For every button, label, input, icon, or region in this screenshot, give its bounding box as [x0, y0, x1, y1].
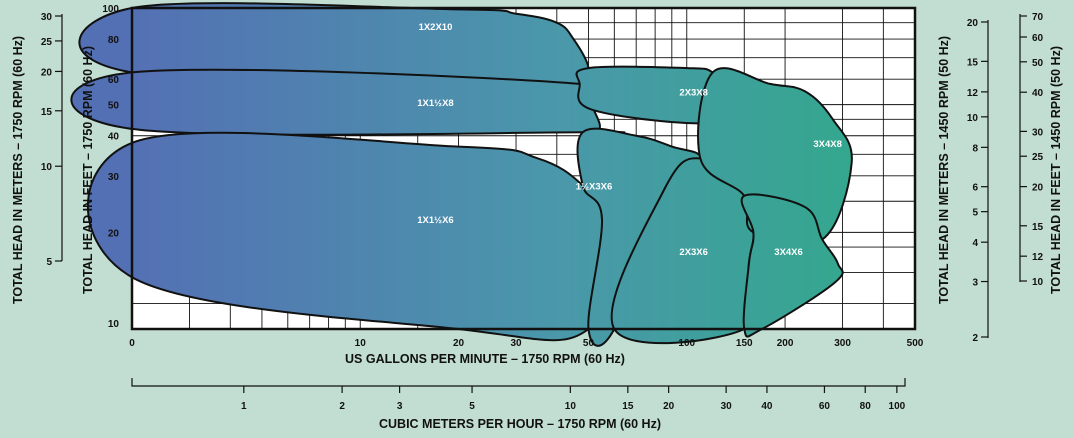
aux-tick-label: 50	[1032, 58, 1044, 69]
aux-tick-label: 5	[972, 208, 978, 219]
x-tick-label: 200	[777, 338, 794, 349]
y-axis-ticks: 10 20 30 40 50 60 80 100	[102, 4, 119, 330]
x-tick-label: 300	[834, 338, 851, 349]
aux-tick-label: 10	[1032, 277, 1044, 288]
region-3x4x8	[697, 67, 853, 246]
region-label: 1X1½X6	[417, 215, 453, 226]
x2-tick-label: 10	[565, 401, 577, 412]
region-3x4x6	[740, 193, 844, 338]
plot-frame	[130, 6, 917, 331]
aux-tick-label: 30	[1032, 127, 1044, 138]
x-tick-label: 10	[355, 338, 367, 349]
y-tick-label: 30	[108, 172, 120, 183]
x-tick-label: 500	[907, 338, 924, 349]
aux-tick-label: 15	[41, 107, 53, 118]
y-axis-title: TOTAL HEAD IN FEET – 1750 RPM (60 Hz)	[81, 46, 95, 294]
right-inner-axis-title: TOTAL HEAD IN METERS – 1450 RPM (50 Hz)	[937, 36, 951, 304]
aux-tick-label: 15	[967, 57, 979, 68]
right-outer-axis-ticks: 10 12 15 20 25 30 40 50 60 70	[1020, 12, 1044, 288]
aux-tick-label: 20	[967, 18, 979, 29]
y-tick-label: 60	[108, 75, 120, 86]
aux-tick-label: 70	[1032, 12, 1044, 23]
x2-axis-title: CUBIC METERS PER HOUR – 1750 RPM (60 Hz)	[379, 417, 661, 431]
x2-tick-label: 1	[241, 401, 247, 412]
x2-tick-label: 20	[663, 401, 675, 412]
y-tick-label: 10	[108, 319, 120, 330]
x2-tick-label: 2	[339, 401, 345, 412]
aux-tick-label: 40	[1032, 88, 1044, 99]
aux-tick-label: 25	[41, 37, 53, 48]
aux-tick-label: 10	[41, 162, 53, 173]
left-outer-axis-title: TOTAL HEAD IN METERS – 1750 RPM (60 Hz)	[11, 36, 25, 304]
x2-tick-label: 100	[889, 401, 906, 412]
aux-tick-label: 8	[972, 143, 978, 154]
x-tick-label: 0	[129, 338, 135, 349]
aux-tick-label: 20	[41, 67, 53, 78]
x2-axis-line	[131, 378, 906, 387]
aux-tick-label: 25	[1032, 152, 1044, 163]
y-tick-label: 100	[102, 4, 119, 15]
region-label: 1X1½X8	[417, 98, 453, 109]
aux-tick-label: 4	[972, 238, 978, 249]
x-axis-ticks: 0 10 20 30 50 100 150 200 300 500	[129, 338, 924, 349]
region-label: 3X4X8	[813, 139, 842, 150]
aux-tick-label: 12	[1032, 252, 1044, 263]
x-tick-label: 150	[736, 338, 753, 349]
x2-tick-label: 30	[721, 401, 733, 412]
y-tick-label: 80	[108, 35, 120, 46]
region-labels: 1X2X10 1X1½X8 1X1½X6 2X3X8 1½X3X6 2X3X6 3X4X8 3…	[417, 22, 842, 258]
y-tick-label: 20	[108, 228, 120, 239]
right-outer-axis-title: TOTAL HEAD IN FEET – 1450 RPM (50 Hz)	[1049, 46, 1063, 294]
region-label: 1½X3X6	[576, 181, 612, 192]
aux-tick-label: 20	[1032, 183, 1044, 194]
x-tick-label: 30	[510, 338, 522, 349]
aux-tick-label: 6	[972, 183, 978, 194]
x-tick-label: 20	[453, 338, 465, 349]
x-tick-label: 50	[583, 338, 595, 349]
aux-tick-label: 15	[1032, 222, 1044, 233]
pump-regions	[70, 2, 853, 347]
x-tick-label: 100	[678, 338, 695, 349]
region-label: 1X2X10	[419, 22, 453, 33]
aux-tick-label: 12	[967, 88, 979, 99]
aux-tick-label: 2	[972, 333, 978, 344]
x2-tick-label: 15	[622, 401, 634, 412]
x2-tick-label: 80	[860, 401, 872, 412]
aux-tick-label: 3	[972, 278, 978, 289]
x2-axis-ticks: 1 2 3 5 10 15 20 30 40 60 80 100	[241, 386, 906, 412]
aux-tick-label: 10	[967, 113, 979, 124]
left-outer-axis-ticks: 5 10 15 20 25 30	[41, 12, 62, 268]
x2-tick-label: 60	[819, 401, 831, 412]
y-tick-label: 40	[108, 132, 120, 143]
aux-tick-label: 30	[41, 12, 53, 23]
region-label: 2X3X6	[679, 247, 708, 258]
x2-tick-label: 5	[469, 401, 475, 412]
x-axis-title: US GALLONS PER MINUTE – 1750 RPM (60 Hz)	[345, 352, 625, 366]
region-label: 3X4X6	[774, 247, 803, 258]
x2-tick-label: 3	[397, 401, 403, 412]
right-inner-axis-ticks: 2 3 4 5 6 8 10 12 15 20	[967, 18, 988, 344]
x2-tick-label: 40	[761, 401, 773, 412]
aux-tick-label: 60	[1032, 33, 1044, 44]
aux-tick-label: 5	[46, 257, 52, 268]
region-label: 2X3X8	[679, 87, 708, 98]
y-tick-label: 50	[108, 101, 120, 112]
